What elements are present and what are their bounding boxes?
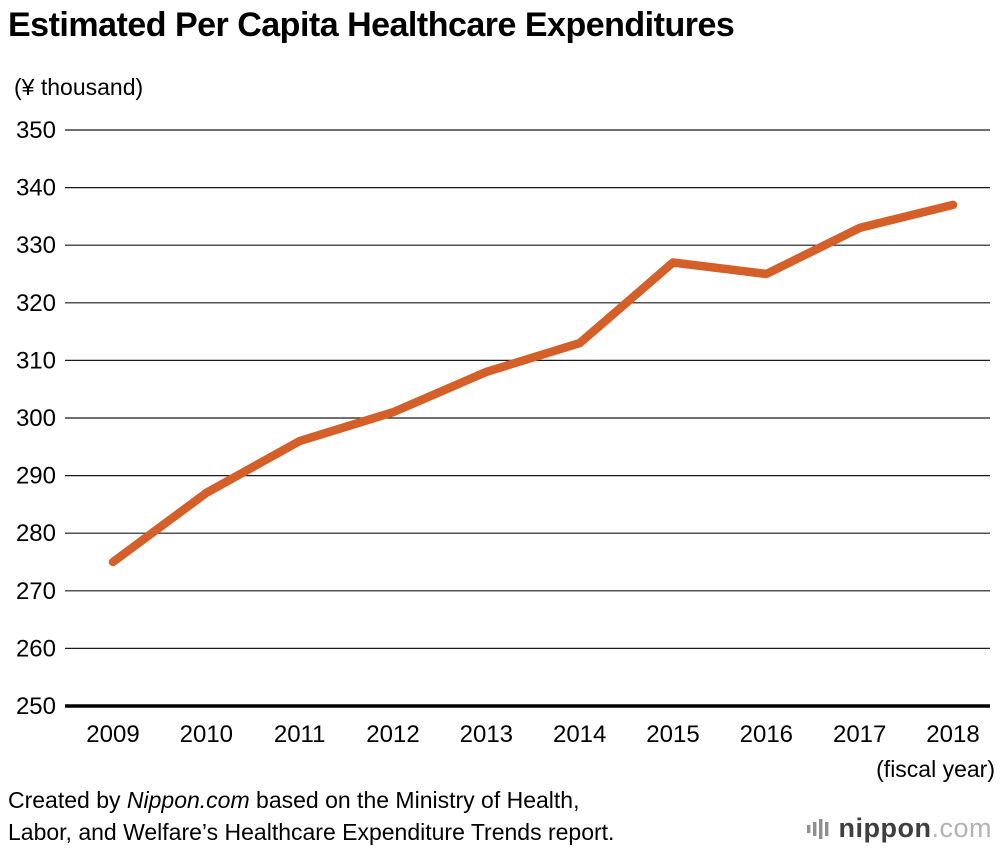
y-tick-label: 320 xyxy=(16,290,56,317)
x-tick-label: 2017 xyxy=(833,721,886,748)
x-tick-label: 2014 xyxy=(553,721,606,748)
logo-name: nippon xyxy=(838,813,932,843)
source-note-suffix: based on the Ministry of Health, xyxy=(249,787,580,813)
x-tick-label: 2010 xyxy=(180,721,233,748)
y-tick-label: 270 xyxy=(16,578,56,605)
x-axis-note: (fiscal year) xyxy=(876,756,995,782)
x-tick-label: 2018 xyxy=(926,721,979,748)
source-note: Created by Nippon.com based on the Minis… xyxy=(8,784,614,848)
y-tick-label: 260 xyxy=(16,635,56,662)
y-tick-label: 290 xyxy=(16,463,56,490)
source-note-prefix: Created by xyxy=(8,787,127,813)
data-line xyxy=(108,200,958,567)
x-tick-label: 2009 xyxy=(86,721,139,748)
y-tick-label: 250 xyxy=(16,693,56,720)
y-tick-label: 350 xyxy=(16,117,56,144)
page-title: Estimated Per Capita Healthcare Expendit… xyxy=(8,6,735,44)
logo-suffix: .com xyxy=(931,813,992,843)
x-tick-label: 2013 xyxy=(460,721,513,748)
y-tick-label: 280 xyxy=(16,520,56,547)
source-note-line1: Created by Nippon.com based on the Minis… xyxy=(8,784,614,816)
x-tick-label: 2015 xyxy=(646,721,699,748)
x-tick-label: 2012 xyxy=(366,721,419,748)
source-note-line2: Labor, and Welfare’s Healthcare Expendit… xyxy=(8,819,615,845)
y-tick-label: 340 xyxy=(16,175,56,202)
source-name: Nippon.com xyxy=(126,787,250,813)
y-tick-label: 300 xyxy=(16,405,56,432)
soundwave-bars-icon xyxy=(806,818,828,839)
y-tick-label: 310 xyxy=(16,347,56,374)
nippon-logo: nippon.com xyxy=(806,813,992,844)
x-tick-label: 2011 xyxy=(274,721,326,748)
y-axis-unit-label: (¥ thousand) xyxy=(14,74,144,100)
logo-wordmark: nippon.com xyxy=(839,813,992,844)
y-tick-label: 330 xyxy=(16,232,56,259)
x-tick-label: 2016 xyxy=(740,721,793,748)
